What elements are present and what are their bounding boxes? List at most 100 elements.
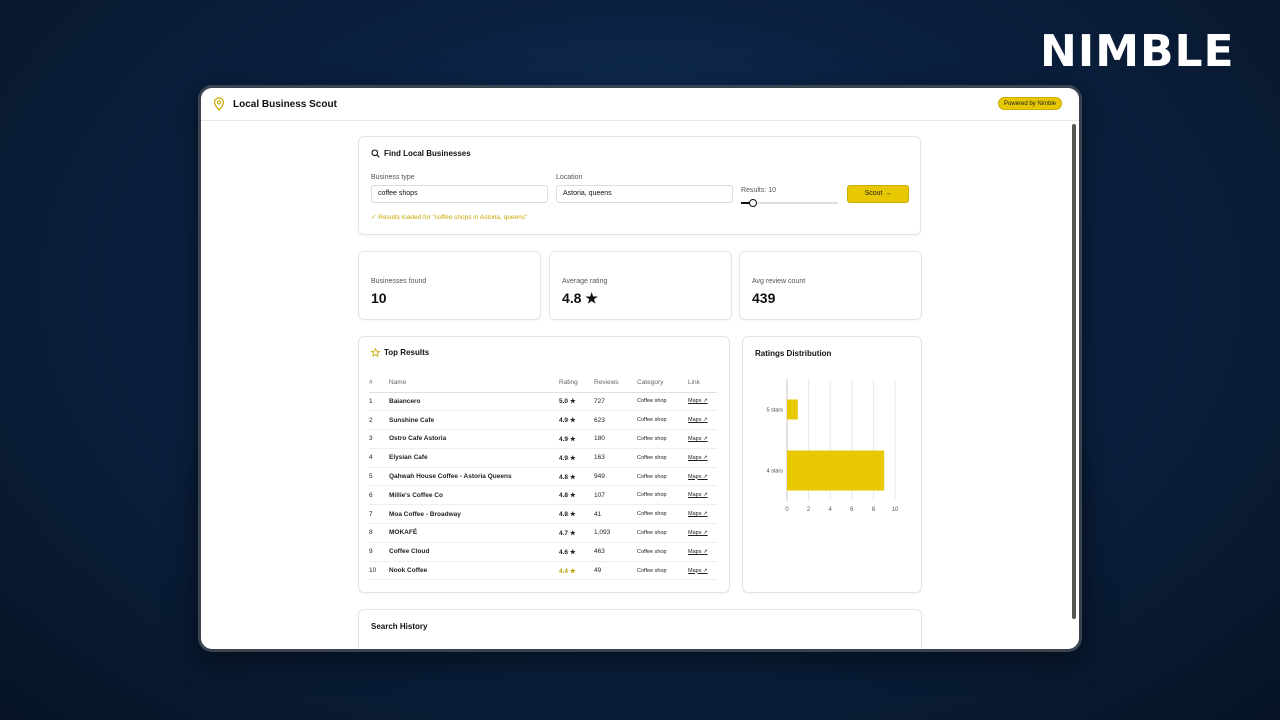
slider-fill [741,202,753,204]
rating-cell: 4.8 ★ [559,485,594,506]
slider-track [741,202,838,204]
x-tick-label: 0 [785,507,789,513]
results-table: # Name Rating Reviews Category Link 1 Bai… [369,374,717,581]
reviews-cell: 107 [594,485,637,506]
table-row: 4 Elysian Cafe 4.9 ★ 163 Coffee shop Maps ↗ [369,448,717,468]
business-name: Nook Coffee [389,561,559,581]
x-tick-label: 4 [829,507,833,513]
maps-link[interactable]: Maps ↗ [688,467,717,487]
rating-cell: 4.7 ★ [559,523,594,543]
business-name: Millie's Coffee Co [389,485,559,506]
stat-value: 10 [371,290,387,306]
x-tick-label: 6 [850,507,854,513]
business-name: Ostro Cafe Astoria [389,429,559,449]
search-card: Find Local Businesses Business type coff… [358,136,921,235]
stat-label: Businesses found [371,278,427,285]
reviews-cell: 49 [594,561,637,581]
category-cell: Coffee shop [637,485,688,506]
table-header-row: # Name Rating Reviews Category Link [369,374,717,393]
category-cell: Coffee shop [637,542,688,562]
maps-link[interactable]: Maps ↗ [688,485,717,506]
row-number: 4 [369,448,389,468]
ratings-bar-chart: 0 2 4 6 8 10 5 stars 4 stars [766,379,899,513]
rating-cell: 4.9 ★ [559,448,594,468]
reviews-cell: 163 [594,448,637,468]
slider-handle[interactable] [748,199,757,207]
row-number: 8 [369,523,389,543]
stat-value: 439 [752,290,776,306]
search-icon [371,149,380,158]
maps-link[interactable]: Maps ↗ [688,410,717,431]
stat-card-rating: Average rating 4.8 ★ [549,251,732,320]
business-type-label: Business type [371,174,415,181]
scout-button[interactable]: Scout → [847,185,909,203]
stat-label: Average rating [562,278,608,285]
category-cell: Coffee shop [637,504,688,525]
app-title: Local Business Scout [233,98,337,110]
search-card-title-text: Find Local Businesses [384,149,471,158]
business-name: Moa Coffee - Broadway [389,504,559,525]
maps-link[interactable]: Maps ↗ [688,448,717,468]
maps-link[interactable]: Maps ↗ [688,542,717,562]
row-number: 7 [369,504,389,525]
col-header-category: Category [637,374,688,393]
category-cell: Coffee shop [637,429,688,449]
business-type-input[interactable]: coffee shops [371,185,548,203]
map-pin-icon [213,97,225,111]
y-category-label: 5 stars [766,408,783,414]
x-tick-label: 10 [892,507,899,513]
row-number: 1 [369,392,389,412]
scrollbar[interactable] [1072,124,1076,619]
row-number: 3 [369,429,389,449]
business-name: MOKAFÉ [389,523,559,543]
row-number: 2 [369,410,389,431]
category-cell: Coffee shop [637,561,688,581]
col-header-reviews: Reviews [594,374,637,393]
business-name: Coffee Cloud [389,542,559,562]
category-cell: Coffee shop [637,523,688,543]
row-number: 10 [369,561,389,581]
chart-title: Ratings Distribution [755,349,832,358]
category-cell: Coffee shop [637,467,688,487]
results-loaded-status: ✓ Results loaded for "coffee shops in As… [371,214,528,221]
maps-link[interactable]: Maps ↗ [688,429,717,449]
top-results-title: Top Results [371,348,429,357]
location-label: Location [556,174,583,181]
business-name: Elysian Cafe [389,448,559,468]
table-row: 5 Qahwah House Coffee - Astoria Queens 4.8… [369,467,717,487]
y-category-label: 4 stars [766,469,783,475]
powered-by-badge[interactable]: Powered by Nimble [997,97,1062,110]
nimble-logo: NIMBLE [1040,26,1235,77]
maps-link[interactable]: Maps ↗ [688,504,717,525]
col-header-link: Link [688,374,717,393]
stat-card-businesses: Businesses found 10 [358,251,541,320]
rating-cell: 4.9 ★ [559,410,594,431]
star-icon [371,348,380,357]
stat-value: 4.8 ★ [562,290,598,306]
col-header-rating: Rating [559,374,594,393]
col-header-num: # [369,374,389,393]
maps-link[interactable]: Maps ↗ [688,561,717,581]
reviews-cell: 949 [594,467,637,487]
table-row: 6 Millie's Coffee Co 4.8 ★ 107 Coffee shop Ma… [369,485,717,506]
bar-4-stars [787,450,885,491]
business-name: Qahwah House Coffee - Astoria Queens [389,467,559,487]
reviews-cell: 180 [594,429,637,449]
reviews-cell: 623 [594,410,637,431]
maps-link[interactable]: Maps ↗ [688,392,717,412]
bar-5-stars [787,399,798,420]
table-row: 10 Nook Coffee 4.4 ★ 49 Coffee shop Maps ↗ [369,561,717,581]
results-count-label: Results: 10 [741,187,777,194]
app-header: Local Business Scout Powered by Nimble [201,88,1079,121]
results-slider[interactable] [741,197,838,209]
top-results-title-text: Top Results [384,348,430,357]
row-number: 5 [369,467,389,487]
rating-cell: 4.6 ★ [559,542,594,562]
table-row: 1 Baiancero 5.0 ★ 727 Coffee shop Maps ↗ [369,392,717,412]
stat-label: Avg review count [752,278,806,285]
maps-link[interactable]: Maps ↗ [688,523,717,543]
reviews-cell: 1,093 [594,523,637,543]
location-input[interactable]: Astoria, queens [556,185,733,203]
app-screen: Local Business Scout Powered by Nimble F… [201,88,1079,649]
reviews-cell: 727 [594,392,637,412]
